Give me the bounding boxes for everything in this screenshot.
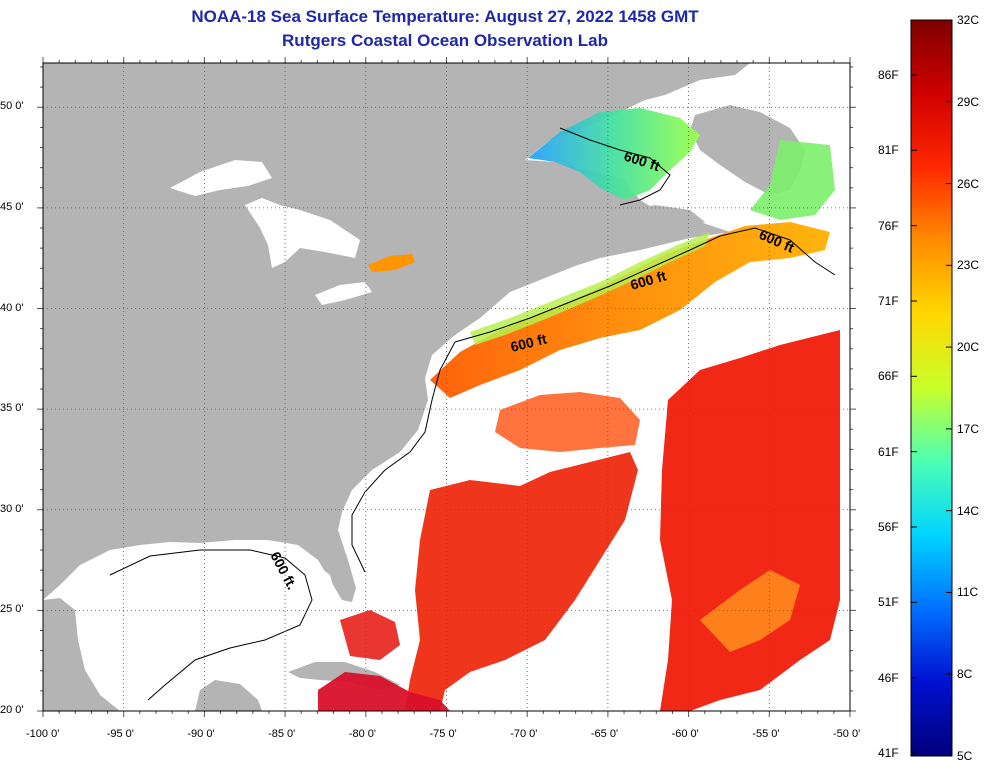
longitude-label: -95 0' — [106, 728, 134, 740]
lake-michigan-huron — [245, 198, 360, 268]
colorbar-celsius-label: 29C — [957, 94, 980, 109]
latitude-label: 40 0' — [0, 301, 24, 314]
sst-cool-band — [528, 108, 700, 200]
mexico-land — [43, 598, 120, 711]
sst-atlantic-east — [660, 330, 840, 711]
north-america-land — [43, 63, 750, 602]
latitude-label: 20 0' — [0, 704, 24, 716]
contour-600ft-gulf-st-lawrence — [559, 127, 671, 206]
colorbar — [910, 19, 953, 757]
latitude-label: 45 0' — [0, 200, 24, 213]
colorbar-celsius-label: 20C — [957, 340, 980, 355]
colorbar-celsius-label: 11C — [957, 585, 979, 600]
yucatan-land — [195, 680, 262, 711]
colorbar-fahrenheit-label: 76F — [878, 218, 899, 233]
colorbar-fahrenheit-label: 66F — [878, 369, 899, 384]
colorbar-fahrenheit-label: 56F — [878, 520, 899, 534]
colorbar-fahrenheit-label: 71F — [878, 294, 899, 308]
longitude-label: -75 0' — [429, 728, 457, 740]
map-border — [42, 62, 851, 712]
sst-atlantic-west — [405, 452, 638, 711]
longitude-label: -100 0' — [26, 728, 60, 740]
sst-caribbean — [318, 672, 450, 711]
sst-atlantic-mid — [495, 392, 640, 452]
latitude-label: 25 0' — [0, 603, 24, 616]
colorbar-celsius-label: 26C — [957, 176, 980, 191]
longitude-label: -80 0' — [348, 728, 376, 740]
contour-600ft-north — [454, 227, 836, 343]
sst-florida-strait — [340, 610, 400, 660]
gulf-of-mexico — [82, 545, 340, 705]
map-title: NOAA-18 Sea Surface Temperature: August … — [191, 7, 699, 26]
colorbar-fahrenheit-label: 81F — [878, 143, 899, 158]
contour-600ft-gulf — [109, 549, 313, 701]
sst-grand-banks — [750, 140, 835, 220]
contour-600ft-south — [351, 341, 456, 573]
latitude-label: 50 0' — [0, 100, 24, 113]
lake-erie — [315, 282, 372, 305]
latitude-label: 30 0' — [0, 502, 24, 515]
colorbar-fahrenheit-label: 46F — [878, 670, 899, 685]
nova-scotia-land — [620, 205, 705, 240]
colorbar-fahrenheit-label: 51F — [878, 595, 899, 610]
latitude-label: 35 0' — [0, 402, 24, 415]
sst-east-orange — [700, 570, 800, 652]
colorbar-fahrenheit-label: 41F — [878, 746, 899, 760]
colorbar-celsius-label: 32C — [957, 13, 980, 27]
colorbar-celsius-label: 14C — [957, 503, 980, 518]
colorbar-fahrenheit-label: 86F — [878, 68, 899, 82]
longitude-label: -70 0' — [510, 728, 538, 740]
colorbar-celsius-label: 8C — [957, 667, 973, 682]
longitude-label: -90 0' — [187, 728, 215, 740]
map-subtitle: Rutgers Coastal Ocean Observation Lab — [282, 31, 608, 50]
longitude-label: -60 0' — [671, 728, 699, 740]
sst-shelf-green — [470, 232, 710, 345]
longitude-label: -50 0' — [833, 728, 861, 740]
colorbar-celsius-label: 5C — [957, 749, 973, 763]
longitude-label: -65 0' — [590, 728, 619, 740]
longitude-label: -85 0' — [268, 728, 296, 740]
colorbar-ticks — [911, 19, 952, 757]
colorbar-celsius-label: 17C — [957, 421, 980, 436]
longitude-label: -55 0' — [752, 728, 780, 740]
lake-ontario — [368, 254, 415, 272]
lake-superior — [170, 160, 272, 196]
sst-warm-band — [430, 222, 830, 398]
colorbar-fahrenheit-label: 61F — [878, 444, 899, 459]
colorbar-celsius-label: 23C — [957, 258, 980, 273]
